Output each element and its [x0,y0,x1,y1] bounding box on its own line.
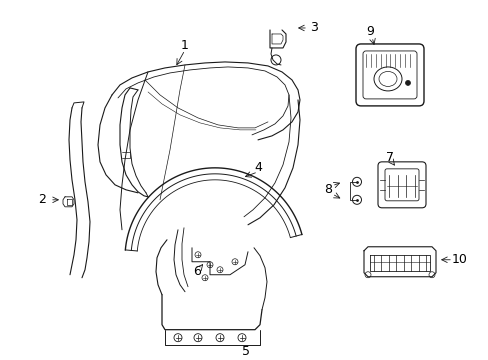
Text: 5: 5 [242,345,249,358]
Text: 8: 8 [324,183,331,196]
Text: 4: 4 [254,161,262,174]
Text: 10: 10 [451,253,467,266]
Text: 6: 6 [193,265,201,278]
Text: 2: 2 [38,193,46,206]
Circle shape [405,80,409,85]
Text: 1: 1 [181,40,188,53]
Text: 9: 9 [366,26,373,39]
Text: 3: 3 [309,22,317,35]
Text: 7: 7 [385,151,393,165]
